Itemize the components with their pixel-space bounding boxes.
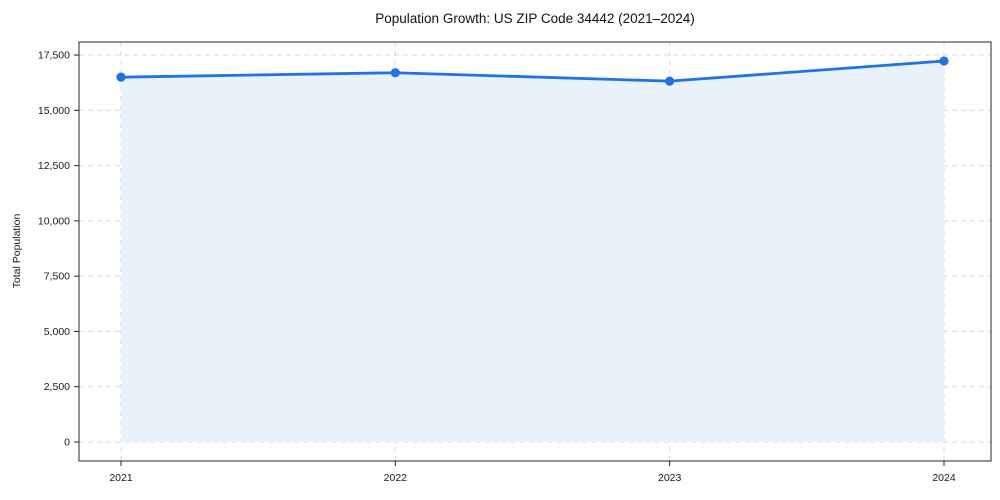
x-tick-label: 2024: [932, 472, 956, 484]
data-line: [119, 59, 946, 83]
y-tick-label: 17,500: [38, 50, 70, 62]
y-tick-label: 5,000: [44, 326, 70, 338]
y-tick-label: 7,500: [44, 271, 70, 283]
data-point-2021: [116, 72, 126, 82]
y-tick-label: 0: [64, 436, 70, 448]
data-point-2024: [939, 56, 949, 66]
y-tick-label: 10,000: [38, 215, 70, 227]
chart-title: Population Growth: US ZIP Code 34442 (20…: [375, 11, 695, 26]
axes-spines: [78, 41, 992, 462]
y-tick-label: 15,000: [38, 105, 70, 117]
y-axis: 0 2,500 5,000 7,500 10,000 12,500 15,000 17,500: [38, 50, 79, 448]
x-tick-label: 2023: [658, 472, 682, 484]
x-tick-label: 2022: [384, 472, 408, 484]
y-tick-label: 12,500: [38, 160, 70, 172]
x-tick-label: 2021: [109, 472, 133, 484]
area-fill: [121, 61, 944, 442]
data-point-2022: [390, 68, 400, 78]
y-tick-label: 2,500: [44, 381, 70, 393]
data-points: [116, 56, 949, 86]
data-point-2023: [665, 76, 675, 86]
x-axis: 2021 2022 2023 2024: [109, 461, 956, 484]
